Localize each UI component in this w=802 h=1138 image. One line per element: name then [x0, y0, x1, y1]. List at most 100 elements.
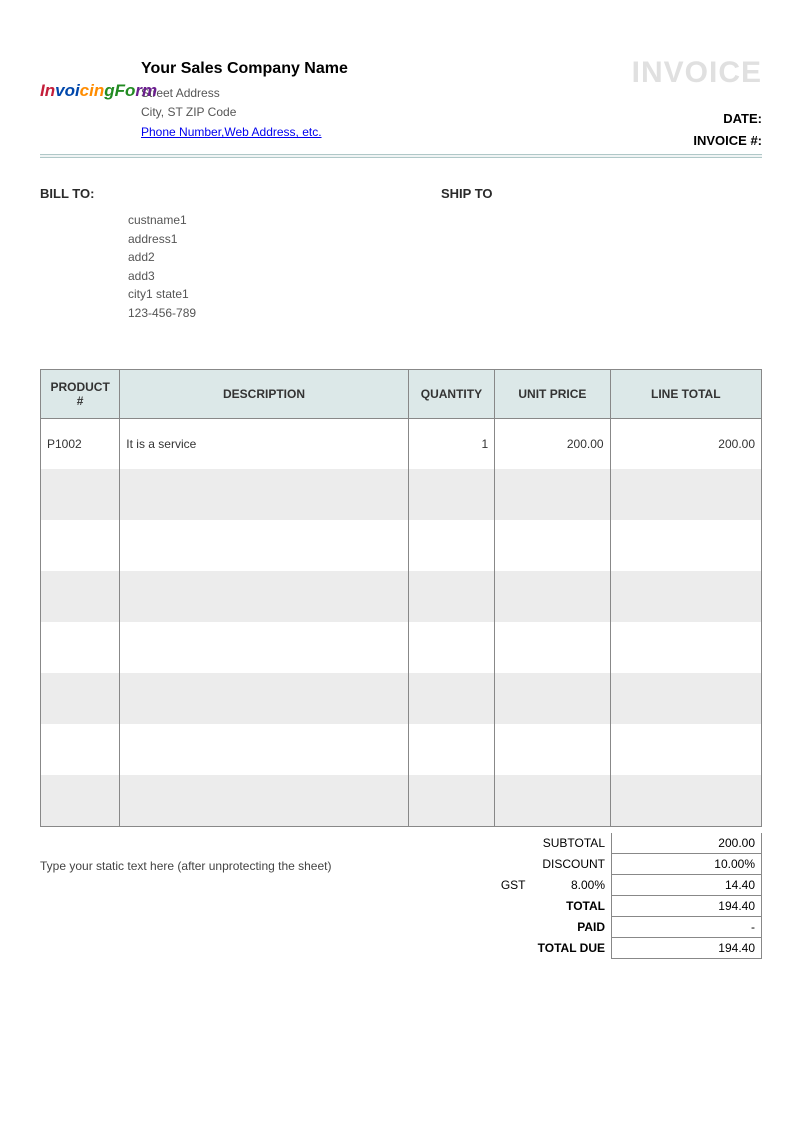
- total-due-value: 194.40: [612, 937, 762, 958]
- total-due-label: TOTAL DUE: [532, 937, 612, 958]
- bill-to-name: custname1: [128, 211, 401, 230]
- table-row: [41, 775, 762, 826]
- subtotal-value: 200.00: [612, 833, 762, 854]
- cell-line-total: 200.00: [610, 418, 761, 469]
- gst-rate: 8.00%: [532, 874, 612, 895]
- cell-description: [120, 469, 408, 520]
- total-value: 194.40: [612, 895, 762, 916]
- bill-to-addr1: address1: [128, 230, 401, 249]
- cell-quantity: 1: [408, 418, 495, 469]
- cell-unit-price: [495, 469, 610, 520]
- bill-to-phone: 123-456-789: [128, 304, 401, 323]
- cell-line-total: [610, 724, 761, 775]
- cell-product: P1002: [41, 418, 120, 469]
- gst-value: 14.40: [612, 874, 762, 895]
- totals-row-gst: GST 8.00% 14.40: [460, 874, 762, 895]
- bill-to-addr3: add3: [128, 267, 401, 286]
- addresses: BILL TO: custname1 address1 add2 add3 ci…: [40, 186, 762, 323]
- company-contact-link[interactable]: Phone Number,Web Address, etc.: [141, 125, 322, 139]
- bill-to-addr2: add2: [128, 248, 401, 267]
- invoice-meta: DATE: INVOICE #:: [693, 108, 762, 152]
- cell-unit-price: [495, 622, 610, 673]
- col-header-description: DESCRIPTION: [120, 369, 408, 418]
- date-label: DATE:: [693, 108, 762, 130]
- paid-value: -: [612, 916, 762, 937]
- cell-description: [120, 775, 408, 826]
- cell-product: [41, 724, 120, 775]
- totals-table: SUBTOTAL 200.00 DISCOUNT 10.00% GST 8.00…: [460, 833, 763, 959]
- col-header-quantity: QUANTITY: [408, 369, 495, 418]
- cell-product: [41, 571, 120, 622]
- logo-text: InvoicingForm: [40, 82, 157, 99]
- cell-quantity: [408, 724, 495, 775]
- subtotal-label: SUBTOTAL: [532, 833, 612, 854]
- ship-to-block: SHIP TO: [401, 186, 762, 323]
- cell-quantity: [408, 775, 495, 826]
- table-row: P1002It is a service1200.00200.00: [41, 418, 762, 469]
- cell-unit-price: [495, 775, 610, 826]
- cell-line-total: [610, 622, 761, 673]
- paid-label: PAID: [532, 916, 612, 937]
- discount-value: 10.00%: [612, 853, 762, 874]
- discount-label: DISCOUNT: [532, 853, 612, 874]
- cell-unit-price: [495, 571, 610, 622]
- header-divider: [40, 154, 762, 158]
- cell-line-total: [610, 571, 761, 622]
- cell-product: [41, 622, 120, 673]
- cell-quantity: [408, 622, 495, 673]
- bill-to-label: BILL TO:: [40, 186, 401, 201]
- cell-quantity: [408, 571, 495, 622]
- cell-unit-price: [495, 673, 610, 724]
- totals-row-discount: DISCOUNT 10.00%: [460, 853, 762, 874]
- cell-unit-price: [495, 724, 610, 775]
- cell-description: [120, 622, 408, 673]
- cell-description: [120, 520, 408, 571]
- cell-description: [120, 571, 408, 622]
- table-row: [41, 469, 762, 520]
- invoice-number-label: INVOICE #:: [693, 130, 762, 152]
- bill-to-body: custname1 address1 add2 add3 city1 state…: [40, 211, 401, 323]
- total-label: TOTAL: [532, 895, 612, 916]
- footer-static-note: Type your static text here (after unprot…: [40, 833, 460, 873]
- items-table: PRODUCT # DESCRIPTION QUANTITY UNIT PRIC…: [40, 369, 762, 827]
- bill-to-block: BILL TO: custname1 address1 add2 add3 ci…: [40, 186, 401, 323]
- totals-row-paid: PAID -: [460, 916, 762, 937]
- totals-area: Type your static text here (after unprot…: [40, 833, 762, 959]
- col-header-product: PRODUCT #: [41, 369, 120, 418]
- company-city: City, ST ZIP Code: [141, 103, 762, 122]
- col-header-unit-price: UNIT PRICE: [495, 369, 610, 418]
- gst-label: GST: [460, 874, 532, 895]
- totals-row-due: TOTAL DUE 194.40: [460, 937, 762, 958]
- cell-unit-price: [495, 520, 610, 571]
- cell-quantity: [408, 469, 495, 520]
- cell-unit-price: 200.00: [495, 418, 610, 469]
- header: InvoicingForm Your Sales Company Name St…: [40, 60, 762, 144]
- cell-product: [41, 775, 120, 826]
- ship-to-label: SHIP TO: [401, 186, 762, 201]
- col-header-line-total: LINE TOTAL: [610, 369, 761, 418]
- cell-description: [120, 724, 408, 775]
- table-row: [41, 724, 762, 775]
- table-row: [41, 520, 762, 571]
- cell-line-total: [610, 469, 761, 520]
- cell-product: [41, 469, 120, 520]
- totals-row-total: TOTAL 194.40: [460, 895, 762, 916]
- cell-line-total: [610, 673, 761, 724]
- items-header-row: PRODUCT # DESCRIPTION QUANTITY UNIT PRIC…: [41, 369, 762, 418]
- cell-line-total: [610, 775, 761, 826]
- cell-line-total: [610, 520, 761, 571]
- invoice-page: InvoicingForm Your Sales Company Name St…: [0, 0, 802, 999]
- cell-product: [41, 673, 120, 724]
- cell-description: It is a service: [120, 418, 408, 469]
- logo: InvoicingForm: [40, 60, 135, 120]
- cell-quantity: [408, 520, 495, 571]
- cell-quantity: [408, 673, 495, 724]
- table-row: [41, 622, 762, 673]
- table-row: [41, 673, 762, 724]
- totals-row-subtotal: SUBTOTAL 200.00: [460, 833, 762, 854]
- cell-product: [41, 520, 120, 571]
- bill-to-citystate: city1 state1: [128, 285, 401, 304]
- table-row: [41, 571, 762, 622]
- cell-description: [120, 673, 408, 724]
- invoice-title: INVOICE: [632, 56, 762, 90]
